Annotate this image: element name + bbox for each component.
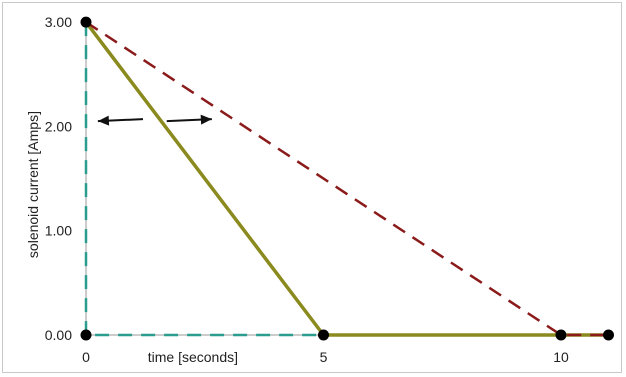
y-tick-label-1: 0.00 [45,327,72,343]
data-point-2 [80,329,92,341]
x-tick-labels: 0 5 10 [82,349,569,365]
y-tick-labels: 0.00 1.00 2.00 3.00 [45,14,72,343]
arrow-head-2 [200,114,212,125]
y-tick-label-3: 2.00 [45,118,72,134]
series-layer [84,21,609,337]
data-point-4 [555,329,567,341]
x-axis-label: time [seconds] [148,349,238,365]
x-tick-label-1: 0 [82,349,90,365]
chart-frame [2,2,622,373]
x-tick-label-2: 5 [320,349,328,365]
series-line-2 [84,21,609,337]
y-tick-label-2: 1.00 [45,223,72,239]
marker-layer [80,16,614,341]
data-point-1 [80,16,92,28]
data-point-5 [603,329,614,341]
data-point-3 [318,329,329,341]
y-tick-label-4: 3.00 [45,14,72,30]
y-axis-label: solenoid current [Amps] [25,111,41,258]
arrow-layer [97,114,212,126]
series-line-3 [85,21,609,337]
x-tick-label-3: 10 [553,349,569,365]
series-line-1 [84,22,609,337]
arrow-head-1 [97,115,110,126]
